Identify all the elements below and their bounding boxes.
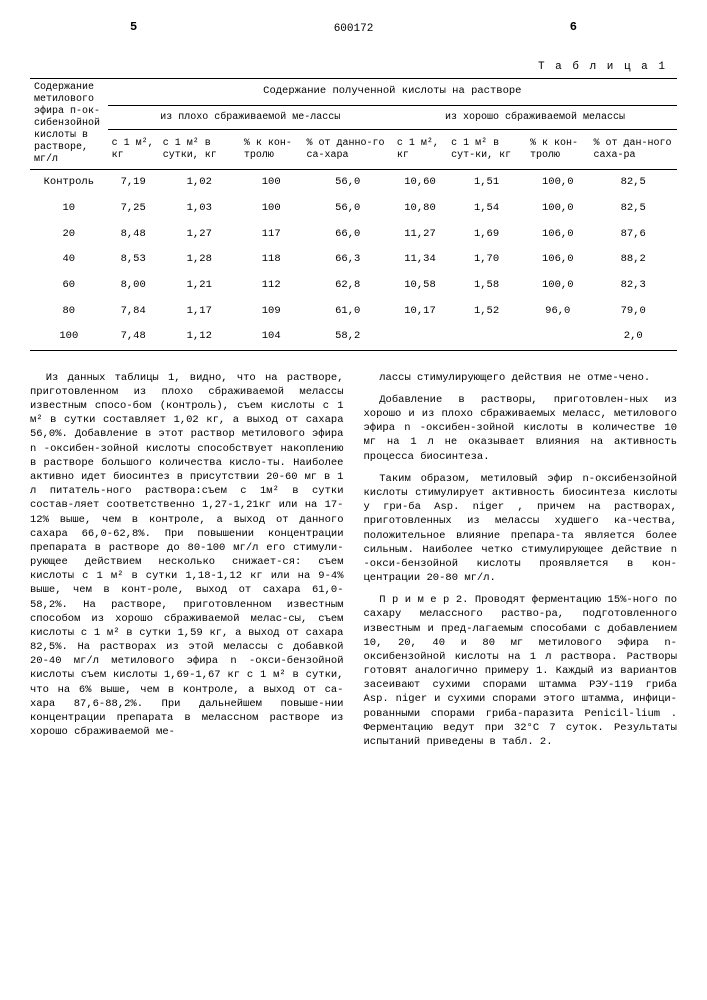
left-column: Из данных таблицы 1, видно, что на раств… [30, 371, 344, 757]
table-cell: 96,0 [526, 299, 589, 325]
table-cell: 106,0 [526, 222, 589, 248]
table-cell: 20 [30, 222, 108, 248]
col-b2: с 1 м² в сут-ки, кг [447, 130, 526, 170]
table-cell: 1,69 [447, 222, 526, 248]
table-row: 1007,481,1210458,2 2,0 [30, 324, 677, 350]
table-cell: 79,0 [589, 299, 677, 325]
table-cell [447, 324, 526, 350]
table-cell: 7,19 [108, 170, 159, 196]
table-cell: 1,58 [447, 273, 526, 299]
table-cell: 1,70 [447, 247, 526, 273]
table-row: Контроль7,191,0210056,010,601,51100,082,… [30, 170, 677, 196]
table-cell: 66,3 [303, 247, 393, 273]
col-a4: % от данно-го са-хара [303, 130, 393, 170]
right-p2: Добавление в растворы, приготовлен-ных и… [364, 393, 678, 464]
table-cell: 61,0 [303, 299, 393, 325]
table-cell: 117 [240, 222, 303, 248]
table-cell: 56,0 [303, 170, 393, 196]
table-cell [526, 324, 589, 350]
table-cell: 58,2 [303, 324, 393, 350]
sub-header-b: из хорошо сбраживаемой мелассы [393, 105, 677, 129]
data-table: Содержание метилового эфира п-ок-сибензо… [30, 78, 677, 350]
table-cell: 1,54 [447, 196, 526, 222]
table-cell: 66,0 [303, 222, 393, 248]
table-cell: Контроль [30, 170, 108, 196]
table-cell: 10,58 [393, 273, 447, 299]
table-cell: 106,0 [526, 247, 589, 273]
col-a1: с 1 м², кг [108, 130, 159, 170]
table-cell: 7,25 [108, 196, 159, 222]
table-cell: 100,0 [526, 170, 589, 196]
table-cell: 56,0 [303, 196, 393, 222]
col-b4: % от дан-ного саха-ра [589, 130, 677, 170]
col-b1: с 1 м², кг [393, 130, 447, 170]
table-cell: 88,2 [589, 247, 677, 273]
table-cell: 82,3 [589, 273, 677, 299]
right-p1: лассы стимулирующего действия не отме-че… [364, 371, 678, 385]
table-cell [393, 324, 447, 350]
table-cell: 11,34 [393, 247, 447, 273]
table-cell: 10 [30, 196, 108, 222]
table-cell: 10,60 [393, 170, 447, 196]
table-row: 608,001,2111262,810,581,58100,082,3 [30, 273, 677, 299]
table-cell: 7,84 [108, 299, 159, 325]
table-cell: 7,48 [108, 324, 159, 350]
table-cell: 100,0 [526, 273, 589, 299]
table-cell: 82,5 [589, 170, 677, 196]
table-cell: 8,00 [108, 273, 159, 299]
col-a3: % к кон-тролю [240, 130, 303, 170]
group-header: Содержание полученной кислоты на раствор… [108, 79, 677, 106]
doc-number: 600172 [334, 22, 374, 36]
col-header-main: Содержание метилового эфира п-ок-сибензо… [30, 79, 108, 170]
table-cell: 40 [30, 247, 108, 273]
left-text: Из данных таблицы 1, видно, что на раств… [30, 371, 344, 739]
sub-header-a: из плохо сбраживаемой ме-лассы [108, 105, 393, 129]
table-cell: 118 [240, 247, 303, 273]
table-cell: 109 [240, 299, 303, 325]
table-cell: 1,12 [159, 324, 240, 350]
col-a2: с 1 м² в сутки, кг [159, 130, 240, 170]
table-cell: 1,02 [159, 170, 240, 196]
table-cell: 100,0 [526, 196, 589, 222]
page-header: 5 600172 6 [30, 20, 677, 50]
table-cell: 1,51 [447, 170, 526, 196]
page-num-left: 5 [130, 20, 137, 36]
table-cell: 62,8 [303, 273, 393, 299]
table-cell: 1,21 [159, 273, 240, 299]
right-p4: П р и м е р 2. Проводят ферментацию 15%-… [364, 593, 678, 749]
table-cell: 104 [240, 324, 303, 350]
table-cell: 112 [240, 273, 303, 299]
table-row: 208,481,2711766,011,271,69106,087,6 [30, 222, 677, 248]
table-cell: 2,0 [589, 324, 677, 350]
table-cell: 60 [30, 273, 108, 299]
table-cell: 80 [30, 299, 108, 325]
table-cell: 100 [30, 324, 108, 350]
table-cell: 100 [240, 170, 303, 196]
right-column: лассы стимулирующего действия не отме-че… [364, 371, 678, 757]
table-cell: 10,17 [393, 299, 447, 325]
table-row: 408,531,2811866,311,341,70106,088,2 [30, 247, 677, 273]
table-label: Т а б л и ц а 1 [30, 60, 677, 74]
table-cell: 11,27 [393, 222, 447, 248]
body-columns: Из данных таблицы 1, видно, что на раств… [30, 371, 677, 757]
table-cell: 10,80 [393, 196, 447, 222]
table-row: 107,251,0310056,010,801,54100,082,5 [30, 196, 677, 222]
table-cell: 1,52 [447, 299, 526, 325]
table-cell: 1,28 [159, 247, 240, 273]
right-p3: Таким образом, метиловый эфир n-оксибенз… [364, 472, 678, 585]
table-cell: 1,03 [159, 196, 240, 222]
table-cell: 1,27 [159, 222, 240, 248]
table-cell: 87,6 [589, 222, 677, 248]
col-b3: % к кон-тролю [526, 130, 589, 170]
table-cell: 8,53 [108, 247, 159, 273]
table-cell: 8,48 [108, 222, 159, 248]
table-cell: 100 [240, 196, 303, 222]
table-cell: 82,5 [589, 196, 677, 222]
table-row: 807,841,1710961,010,171,5296,079,0 [30, 299, 677, 325]
table-cell: 1,17 [159, 299, 240, 325]
page-num-right: 6 [570, 20, 577, 36]
